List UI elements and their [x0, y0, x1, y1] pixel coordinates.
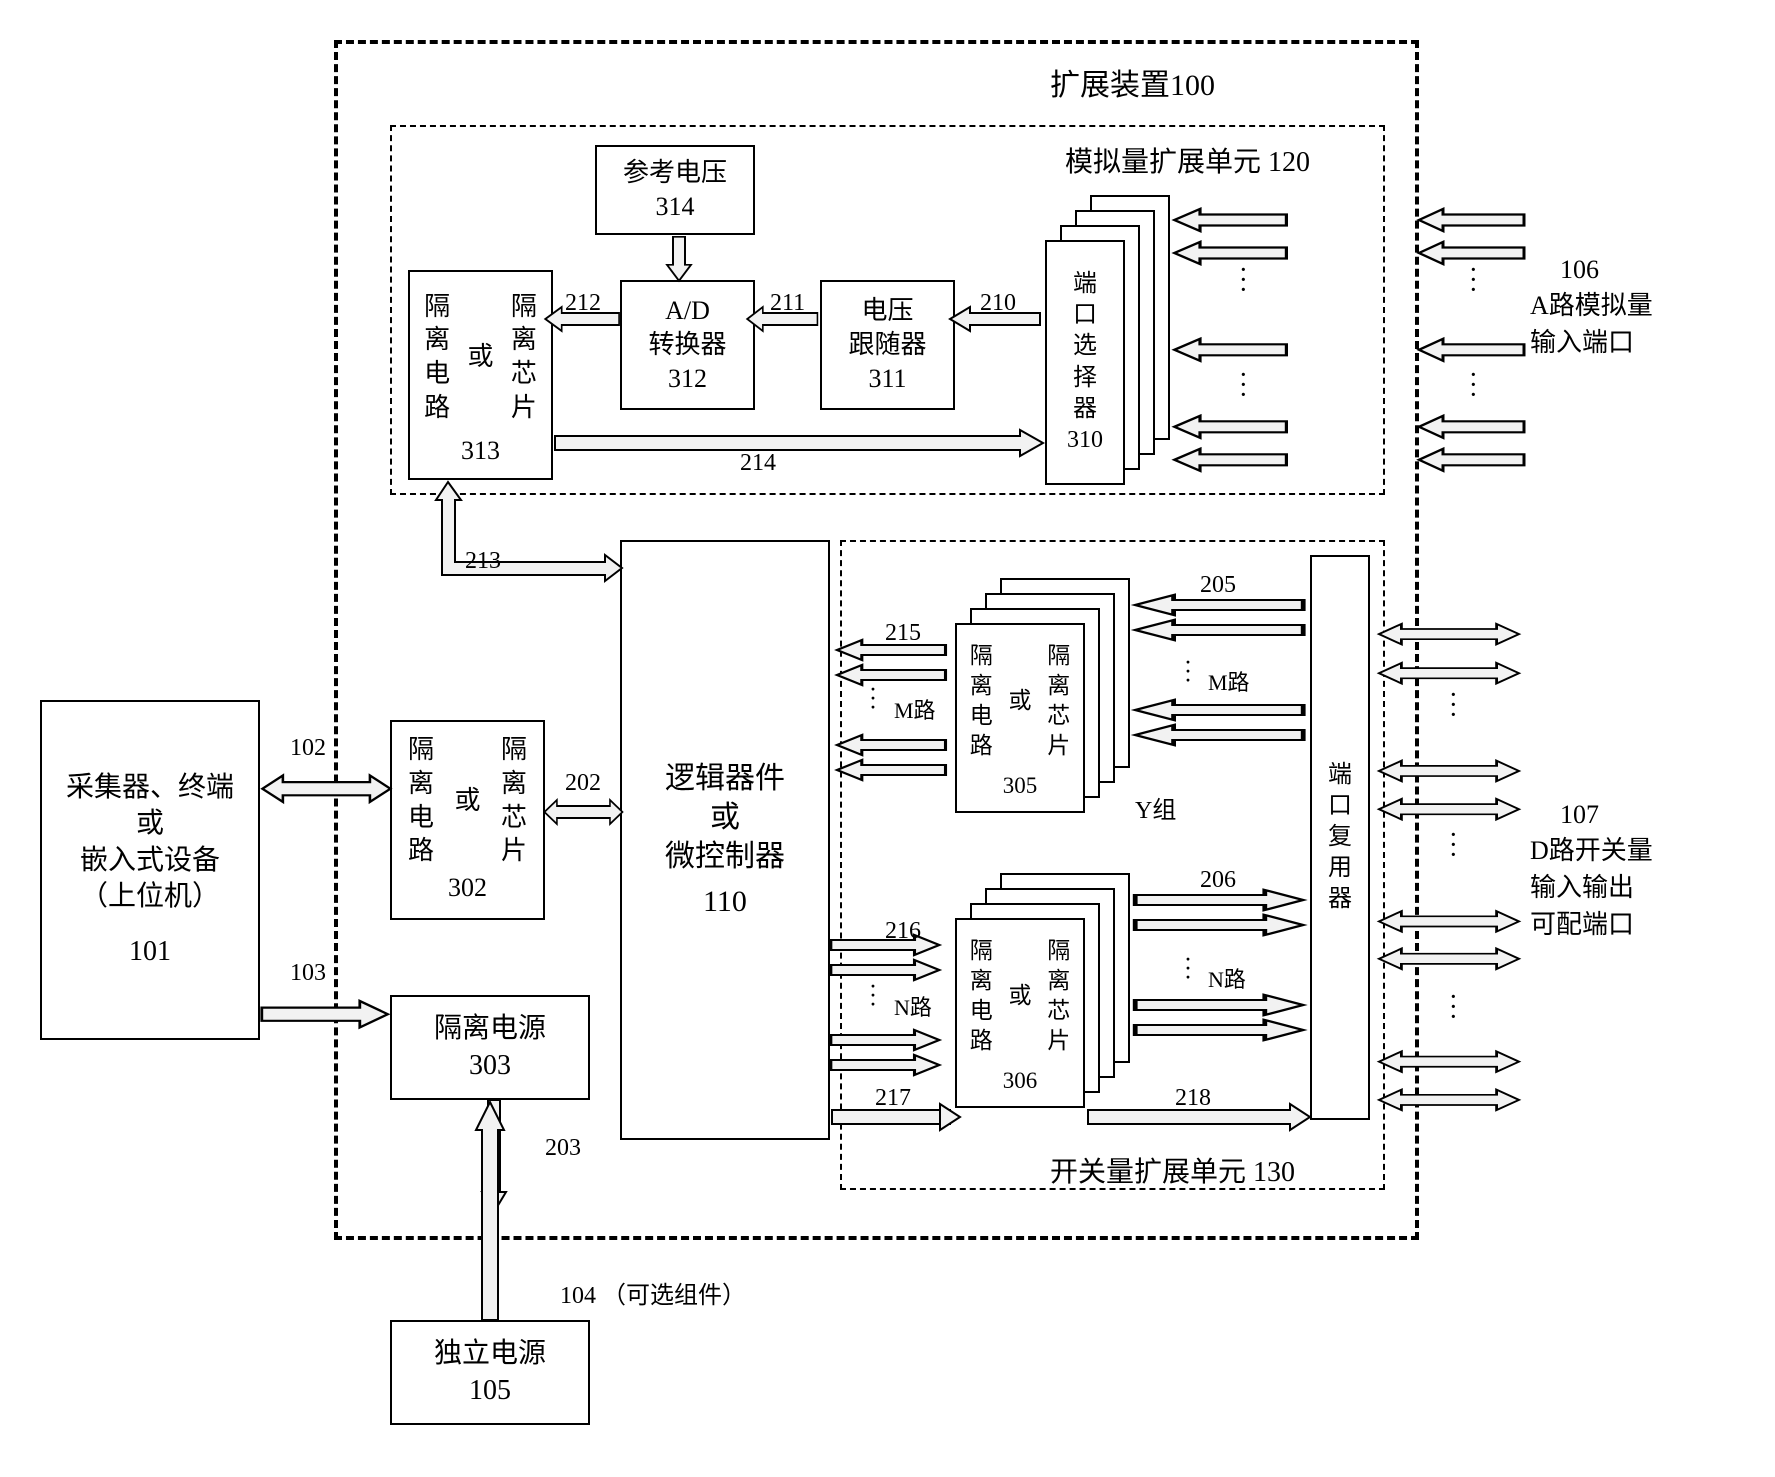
- switch-unit-title: 开关量扩展单元 130: [1050, 1150, 1295, 1190]
- lbl-206: 206: [1200, 867, 1236, 894]
- lbl-103: 103: [290, 960, 326, 987]
- mlu-right: M路: [1208, 665, 1250, 697]
- lbl-211: 211: [770, 290, 805, 317]
- expansion-device-title: 扩展装置100: [1050, 60, 1215, 104]
- iso306-block: 隔离电路 或 隔离芯片 306: [955, 918, 1085, 1108]
- lbl-218: 218: [1175, 1085, 1211, 1112]
- lbl-104: 104 （可选组件）: [560, 1275, 746, 1310]
- ygroup-label: Y组: [1135, 790, 1176, 825]
- portsel-block: 端 口 选 择 器 310: [1045, 240, 1125, 485]
- lbl-203: 203: [545, 1135, 581, 1162]
- nlu-right: N路: [1208, 962, 1246, 994]
- lbl-216: 216: [885, 918, 921, 945]
- lbl-215: 215: [885, 620, 921, 647]
- lbl-210: 210: [980, 290, 1016, 317]
- lbl-217: 217: [875, 1085, 911, 1112]
- lbl-202: 202: [565, 770, 601, 797]
- port106-label: 106 A路模拟量 输入端口: [1530, 255, 1653, 359]
- mlu-left: M路: [894, 693, 936, 725]
- lbl-205: 205: [1200, 572, 1236, 599]
- lbl-214: 214: [740, 450, 776, 477]
- nlu-left: N路: [894, 990, 932, 1022]
- lbl-212: 212: [565, 290, 601, 317]
- analog-unit-title: 模拟量扩展单元 120: [1065, 140, 1310, 180]
- iso305-block: 隔离电路 或 隔离芯片 305: [955, 623, 1085, 813]
- lbl-213: 213: [465, 548, 501, 575]
- port107-label: 107 D路开关量 输入输出 可配端口: [1530, 800, 1653, 941]
- wires: [0, 0, 1775, 1477]
- lbl-102: 102: [290, 735, 326, 762]
